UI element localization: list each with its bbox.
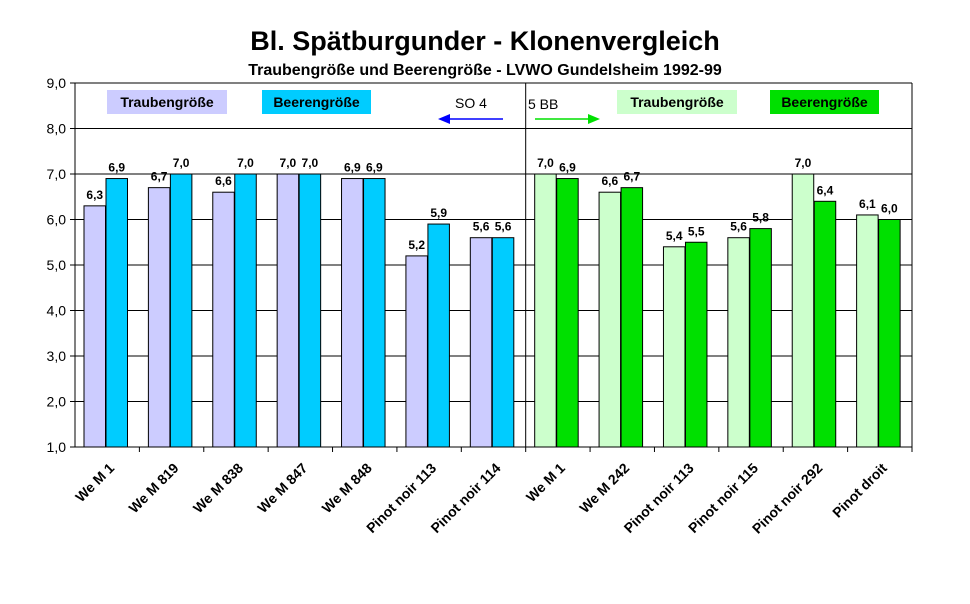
bar bbox=[212, 191, 235, 448]
bar bbox=[856, 214, 879, 448]
bar bbox=[684, 241, 708, 448]
data-label: 5,8 bbox=[752, 211, 769, 225]
data-label: 5,4 bbox=[666, 229, 683, 243]
x-tick-label: We M 838 bbox=[190, 460, 246, 516]
data-label: 6,0 bbox=[881, 202, 898, 216]
data-label: 6,6 bbox=[215, 174, 232, 188]
bar bbox=[791, 173, 815, 448]
data-label: 5,5 bbox=[688, 224, 705, 238]
data-label: 6,4 bbox=[817, 183, 834, 197]
bar bbox=[556, 178, 579, 448]
chart-subtitle: Traubengröße und Beerengröße - LVWO Gund… bbox=[248, 62, 722, 79]
data-label: 5,6 bbox=[730, 220, 747, 234]
chart-title: Bl. Spätburgunder - Klonenvergleich bbox=[250, 26, 720, 56]
data-label: 6,9 bbox=[108, 161, 125, 175]
group-label: SO 4 bbox=[455, 95, 487, 111]
data-label: 7,0 bbox=[237, 156, 254, 170]
bar bbox=[83, 205, 106, 448]
data-label: 6,3 bbox=[86, 188, 103, 202]
bar bbox=[363, 178, 386, 448]
bar bbox=[727, 237, 750, 448]
bar bbox=[234, 173, 257, 448]
x-tick-label: We M 1 bbox=[72, 460, 117, 505]
y-tick-label: 9,0 bbox=[47, 75, 67, 91]
data-label: 7,0 bbox=[280, 156, 297, 170]
legend-swatch bbox=[770, 90, 879, 114]
data-label: 6,1 bbox=[859, 197, 876, 211]
right-arrow-head bbox=[588, 114, 600, 124]
legend-label: Beerengröße bbox=[273, 94, 360, 110]
legend-swatch bbox=[262, 90, 371, 114]
x-tick-label: We M 848 bbox=[319, 460, 375, 516]
data-label: 5,9 bbox=[430, 206, 447, 220]
legend-swatch bbox=[617, 90, 737, 114]
bar bbox=[427, 223, 450, 448]
bar bbox=[878, 219, 901, 448]
legend-label: Traubengröße bbox=[120, 94, 214, 110]
y-tick-label: 6,0 bbox=[47, 212, 67, 228]
bar bbox=[147, 187, 171, 448]
bar bbox=[491, 237, 515, 448]
bar bbox=[276, 173, 300, 448]
bar bbox=[534, 173, 557, 448]
group-label: 5 BB bbox=[528, 96, 558, 112]
data-label: 6,6 bbox=[601, 174, 618, 188]
x-tick-label: We M 1 bbox=[523, 460, 568, 505]
legend-label: Beerengröße bbox=[781, 94, 868, 110]
bar bbox=[813, 200, 837, 448]
data-label: 6,9 bbox=[559, 161, 576, 175]
bar bbox=[749, 228, 772, 448]
bar bbox=[298, 173, 322, 448]
data-label: 7,0 bbox=[302, 156, 319, 170]
bar bbox=[169, 173, 193, 448]
bar bbox=[620, 187, 644, 448]
data-label: 6,7 bbox=[623, 170, 640, 184]
data-label: 5,6 bbox=[495, 220, 512, 234]
y-tick-label: 7,0 bbox=[47, 166, 67, 182]
data-label: 7,0 bbox=[173, 156, 190, 170]
bar bbox=[405, 255, 428, 448]
legend-swatch bbox=[107, 90, 227, 114]
data-label: 7,0 bbox=[537, 156, 554, 170]
bar bbox=[598, 191, 622, 448]
data-label: 6,7 bbox=[151, 170, 168, 184]
x-tick-label: Pinot droit bbox=[829, 460, 890, 521]
data-label: 5,6 bbox=[473, 220, 490, 234]
y-tick-label: 8,0 bbox=[47, 121, 67, 137]
data-label: 6,9 bbox=[366, 161, 383, 175]
y-tick-label: 1,0 bbox=[47, 439, 67, 455]
legend-label: Traubengröße bbox=[630, 94, 724, 110]
data-label: 6,9 bbox=[344, 161, 361, 175]
y-tick-label: 2,0 bbox=[47, 394, 67, 410]
x-tick-label: We M 242 bbox=[576, 460, 632, 516]
y-tick-label: 5,0 bbox=[47, 257, 67, 273]
bar bbox=[469, 237, 493, 448]
left-arrow-head bbox=[438, 114, 450, 124]
x-tick-label: We M 819 bbox=[125, 460, 181, 516]
data-label: 7,0 bbox=[795, 156, 812, 170]
bar bbox=[662, 246, 686, 448]
bar bbox=[105, 178, 128, 448]
x-tick-label: We M 847 bbox=[254, 460, 310, 516]
data-label: 5,2 bbox=[408, 238, 425, 252]
y-tick-label: 3,0 bbox=[47, 348, 67, 364]
y-tick-label: 4,0 bbox=[47, 303, 67, 319]
bar bbox=[341, 178, 364, 448]
